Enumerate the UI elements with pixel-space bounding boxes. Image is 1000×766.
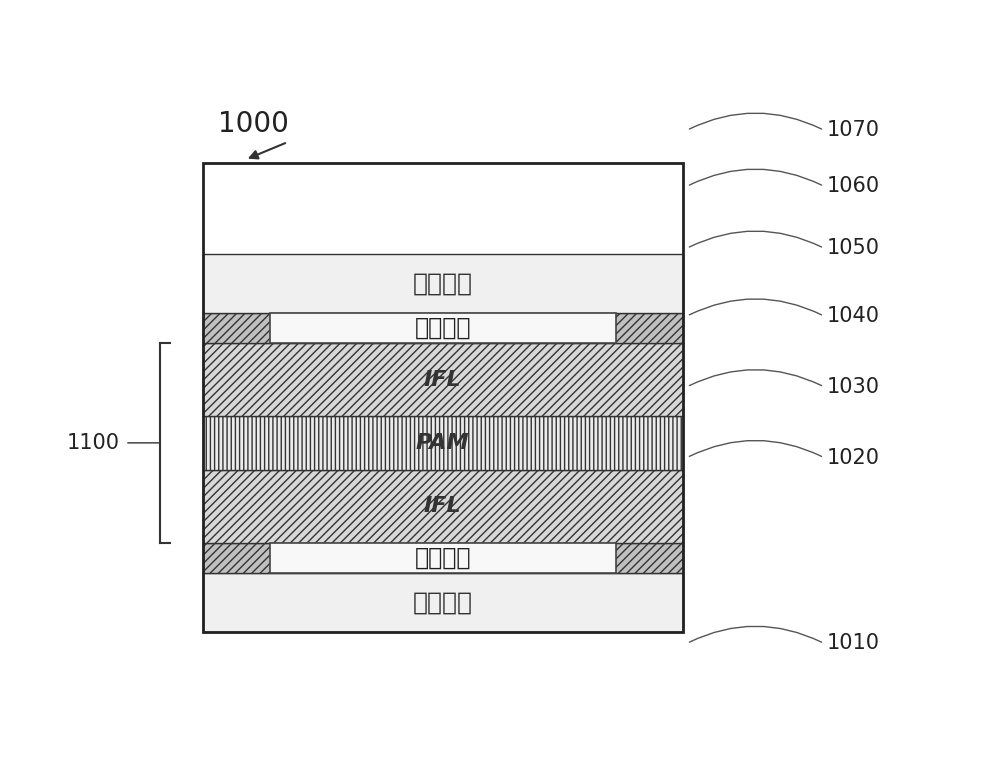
Bar xyxy=(202,313,683,343)
Text: 1000: 1000 xyxy=(218,110,289,139)
Text: PAM: PAM xyxy=(416,433,470,453)
Text: 1060: 1060 xyxy=(827,176,880,196)
Bar xyxy=(202,254,683,313)
Text: IFL: IFL xyxy=(424,496,462,516)
Text: 1050: 1050 xyxy=(827,238,880,258)
Text: 第二衬底: 第二衬底 xyxy=(413,271,473,296)
Bar xyxy=(202,343,683,416)
Bar xyxy=(202,542,683,573)
Bar xyxy=(202,416,683,470)
Bar xyxy=(202,470,683,542)
Text: 1030: 1030 xyxy=(827,377,880,397)
Text: 第一电极: 第一电极 xyxy=(415,545,471,570)
Text: IFL: IFL xyxy=(424,369,462,390)
Text: 1010: 1010 xyxy=(827,633,880,653)
Text: 1070: 1070 xyxy=(827,120,880,140)
Bar xyxy=(202,573,683,632)
Text: 1020: 1020 xyxy=(827,447,880,467)
Text: 1100: 1100 xyxy=(67,433,120,453)
Text: 第一衬底: 第一衬底 xyxy=(413,591,473,614)
Bar xyxy=(270,542,616,573)
Bar xyxy=(202,162,683,632)
Text: 1040: 1040 xyxy=(827,306,880,326)
Bar xyxy=(270,313,616,343)
Text: 第二电极: 第二电极 xyxy=(415,316,471,340)
